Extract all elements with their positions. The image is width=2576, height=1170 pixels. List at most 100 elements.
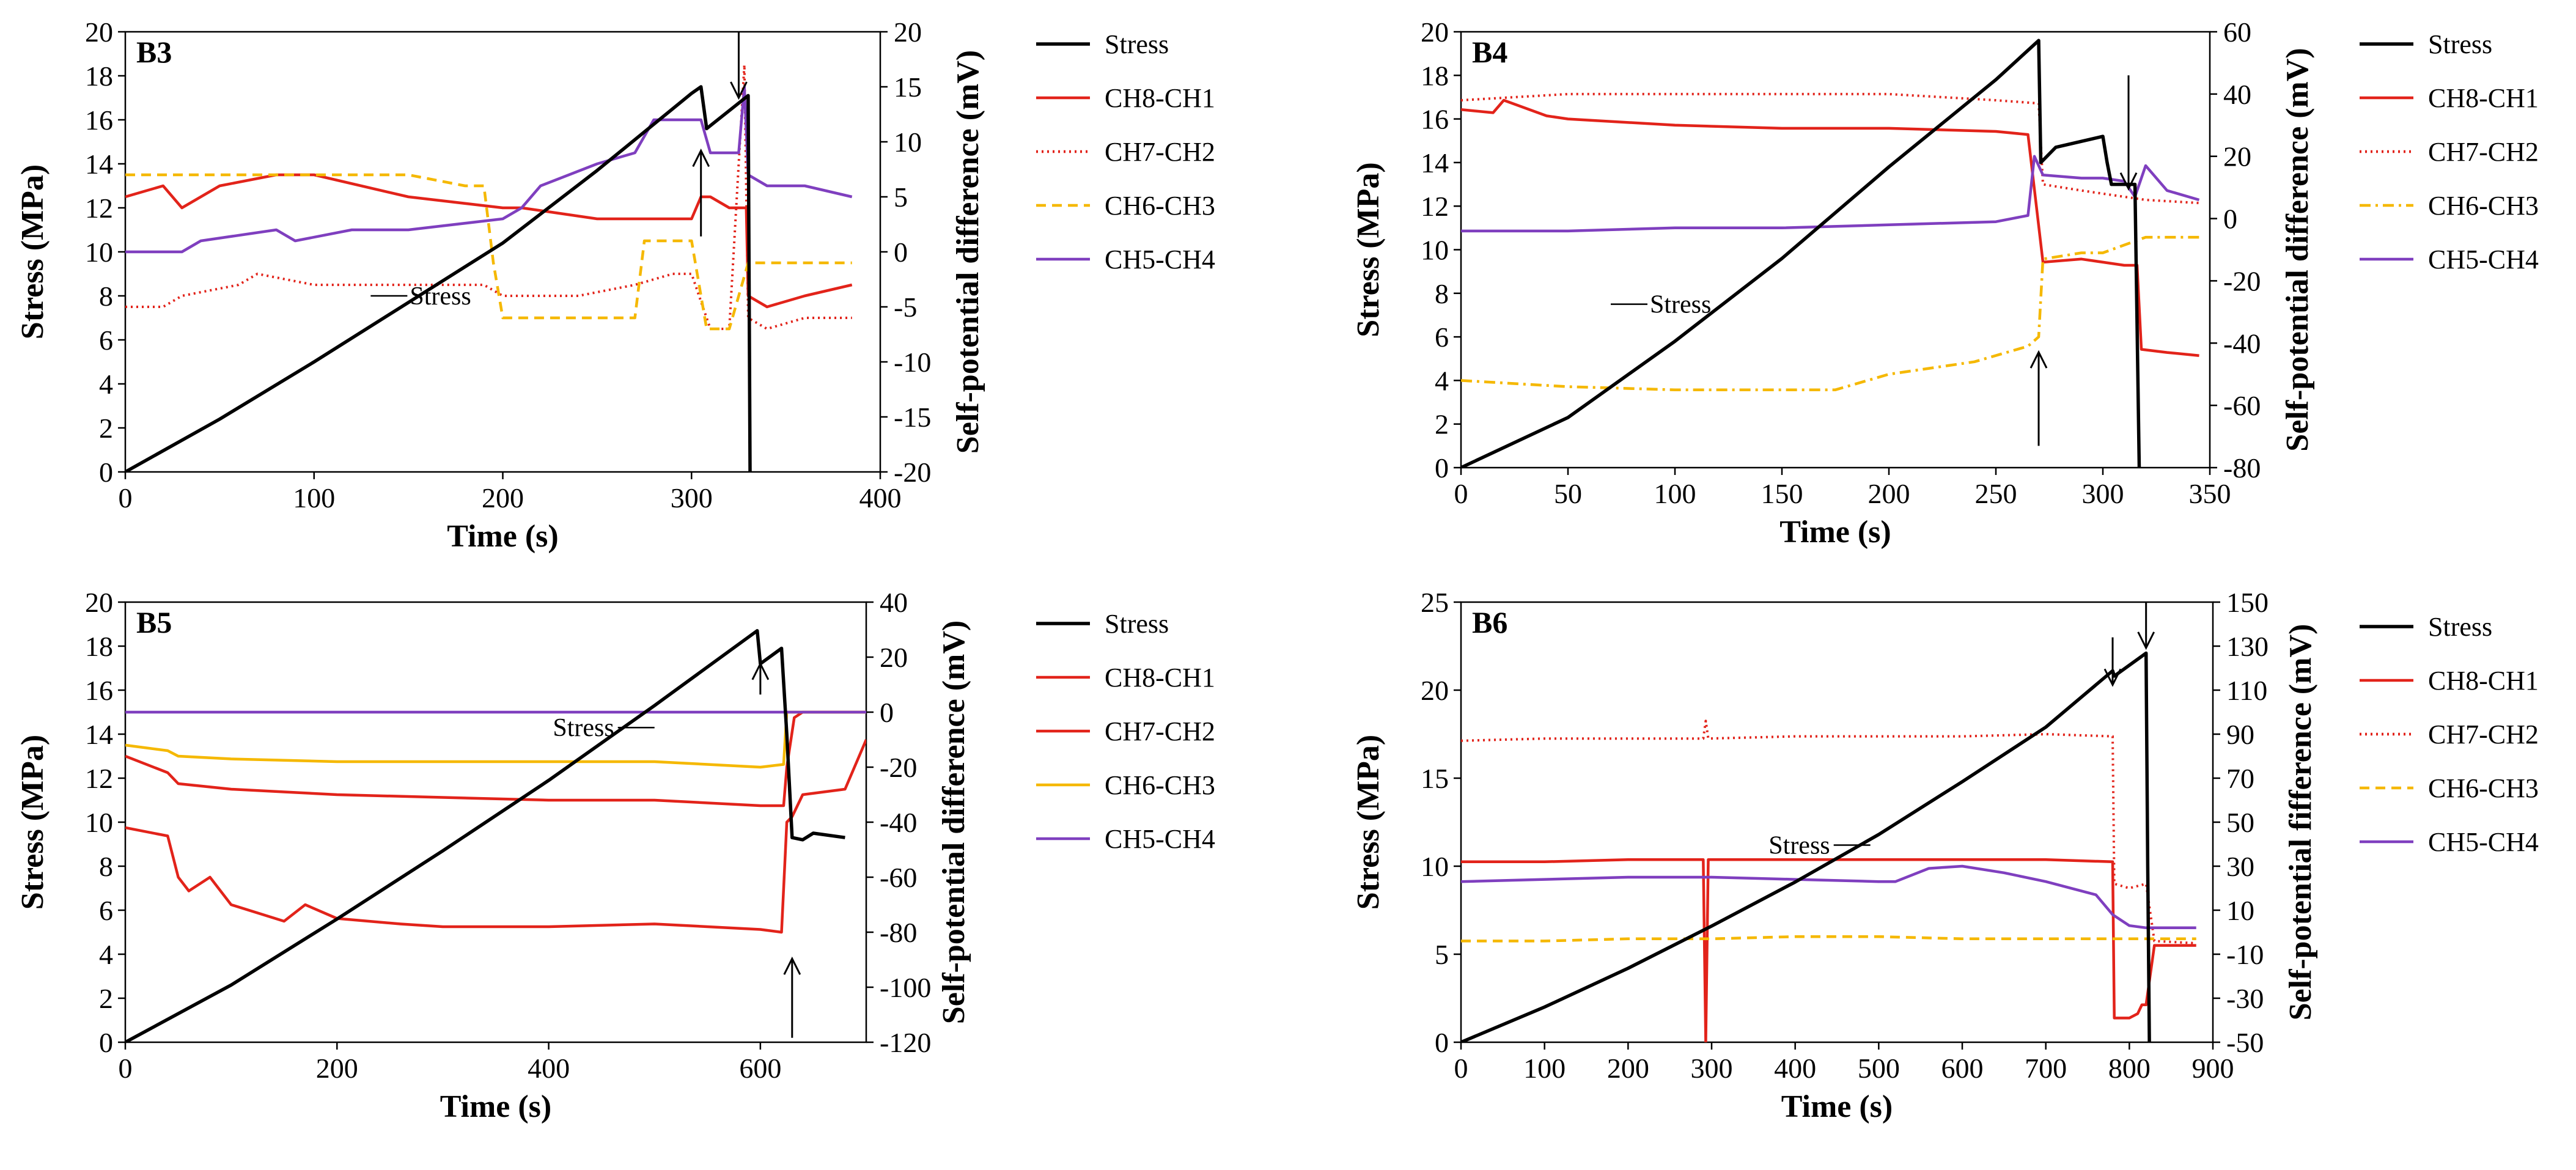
y-tick-label: 18	[85, 631, 113, 662]
y-axis-title: Stress (MPa)	[1351, 735, 1386, 910]
series-line-ch7-ch2	[1461, 719, 2196, 944]
series-line-ch8-ch1	[125, 739, 866, 934]
x-axis-title: Time (s)	[1781, 1089, 1893, 1124]
y2-tick-label: -15	[894, 402, 931, 433]
plot-frame	[1460, 601, 2214, 1043]
stress-inline-label: Stress	[410, 282, 471, 311]
y-tick-label: 12	[85, 763, 113, 794]
legend-label: CH6-CH3	[1105, 770, 1215, 800]
annotation-arrow-head	[730, 81, 748, 100]
y2-tick-label: -40	[880, 807, 917, 838]
y2-tick-label: 150	[2226, 587, 2269, 618]
annotation-arrow-head	[751, 661, 770, 680]
y-tick-label: 0	[99, 457, 113, 488]
x-tick-label: 100	[1654, 478, 1696, 509]
y-tick-label: 10	[85, 807, 113, 838]
y-axis-title: Stress (MPa)	[15, 735, 50, 910]
stress-inline-label: Stress	[553, 714, 614, 742]
series-line-ch7-ch2	[125, 710, 866, 808]
y-tick-label: 4	[99, 369, 113, 400]
stress-line	[125, 85, 752, 472]
y-tick-label: 6	[1435, 322, 1449, 353]
y2-tick-label: 20	[880, 642, 908, 673]
legend: Stress CH8-CH1 CH7-CH2 CH6-CH3 CH5-CH4	[2360, 612, 2539, 857]
y2-tick-label: 0	[2223, 204, 2237, 235]
x-tick-label: 300	[671, 482, 713, 513]
annotation-arrow-head	[2119, 172, 2138, 191]
panel-label: B6	[1472, 605, 1507, 639]
x-tick-label: 200	[482, 482, 524, 513]
legend-label: CH5-CH4	[1105, 245, 1215, 274]
y2-tick-label: 30	[2226, 851, 2254, 882]
y-tick-label: 2	[1435, 409, 1449, 440]
y-tick-label: 14	[85, 719, 113, 750]
y2-tick-label: 0	[894, 237, 908, 268]
plot-data	[1461, 651, 2196, 1042]
annotation-arrow-head	[783, 956, 801, 975]
legend-label: CH8-CH1	[1105, 663, 1215, 693]
y2-tick-label: -5	[894, 292, 917, 323]
y-axis-title: Stress (MPa)	[15, 164, 50, 339]
y2-tick-label: 10	[2226, 895, 2254, 926]
stress-inline-label: Stress	[1768, 831, 1830, 859]
plot-data	[1461, 39, 2200, 468]
y2-tick-label: -60	[2223, 390, 2261, 421]
series-line-ch8-ch1	[1461, 858, 2196, 1042]
y-tick-label: 16	[1421, 104, 1449, 135]
y2-tick-label: 70	[2226, 763, 2254, 794]
y-tick-label: 16	[85, 675, 113, 706]
chart-panel-b3: 0 100 200 300 40002468101214161820-20-15-10-…	[15, 17, 1215, 554]
series-line-ch5-ch4	[1461, 864, 2196, 930]
x-axis-title: Time (s)	[1779, 515, 1891, 550]
y2-axis-title: Self-potential difference (mV)	[2280, 48, 2315, 451]
legend-label: CH8-CH1	[2428, 666, 2539, 696]
panel-label: B4	[1472, 35, 1507, 69]
x-tick-label: 900	[2192, 1053, 2234, 1084]
x-tick-label: 700	[2025, 1053, 2067, 1084]
chart-panel-b4: 0 50 100 150 200 250 300 35002468101214161820-8…	[1351, 17, 2539, 550]
legend-label: CH5-CH4	[1105, 824, 1215, 854]
legend-label: CH6-CH3	[1105, 191, 1215, 221]
stress-inline-label: Stress	[1650, 291, 1711, 319]
series-line-ch6-ch3	[1461, 235, 2199, 391]
stress-line	[1461, 651, 2151, 1042]
y2-tick-label: -10	[2226, 939, 2264, 970]
legend-label: Stress	[2428, 29, 2492, 59]
annotation-arrow-head	[2137, 631, 2155, 650]
series-line-ch6-ch3	[125, 173, 852, 331]
y2-axis-title: Self-potential difference (mV)	[937, 620, 971, 1024]
x-tick-label: 300	[2082, 478, 2124, 509]
y-tick-label: 12	[85, 193, 113, 224]
stress-line	[1461, 39, 2141, 468]
series-line-ch7-ch2	[1461, 92, 2199, 205]
x-tick-label: 800	[2108, 1053, 2151, 1084]
chart-panel-b5: 0 200 400 60002468101214161820-120-100-80-6…	[15, 587, 1215, 1124]
x-tick-label: 0	[1454, 1053, 1468, 1084]
y-tick-label: 6	[99, 325, 113, 356]
y-tick-label: 8	[99, 281, 113, 312]
x-tick-label: 600	[739, 1053, 781, 1084]
y-axis-title: Stress (MPa)	[1351, 162, 1386, 337]
legend-label: CH6-CH3	[2428, 773, 2539, 803]
x-tick-label: 300	[1691, 1053, 1733, 1084]
y-tick-label: 12	[1421, 191, 1449, 222]
y2-tick-label: -50	[2226, 1027, 2264, 1058]
legend: Stress CH8-CH1 CH7-CH2 CH6-CH3 CH5-CH4	[1036, 609, 1215, 854]
y2-tick-label: -20	[2223, 265, 2261, 296]
y2-tick-label: 15	[894, 72, 922, 103]
annotation-arrow-head	[692, 149, 710, 167]
x-tick-label: 200	[316, 1053, 358, 1084]
y-tick-label: 10	[1421, 235, 1449, 266]
x-axis-title: Time (s)	[447, 519, 558, 554]
y2-tick-label: -40	[2223, 328, 2261, 359]
y2-tick-label: 10	[894, 127, 922, 158]
y2-tick-label: 5	[894, 182, 908, 213]
chart-panel-b6: 0 100 200 300 400 500 600 700 800 900 0 5 10 15 20 25 -5…	[1351, 587, 2539, 1124]
panel-label: B3	[136, 35, 172, 69]
plot-frame	[1460, 31, 2211, 469]
y-tick-label: 4	[99, 939, 113, 970]
y-tick-label: 2	[99, 983, 113, 1014]
annotation-arrow-head	[2103, 668, 2122, 687]
x-tick-label: 50	[1554, 478, 1582, 509]
